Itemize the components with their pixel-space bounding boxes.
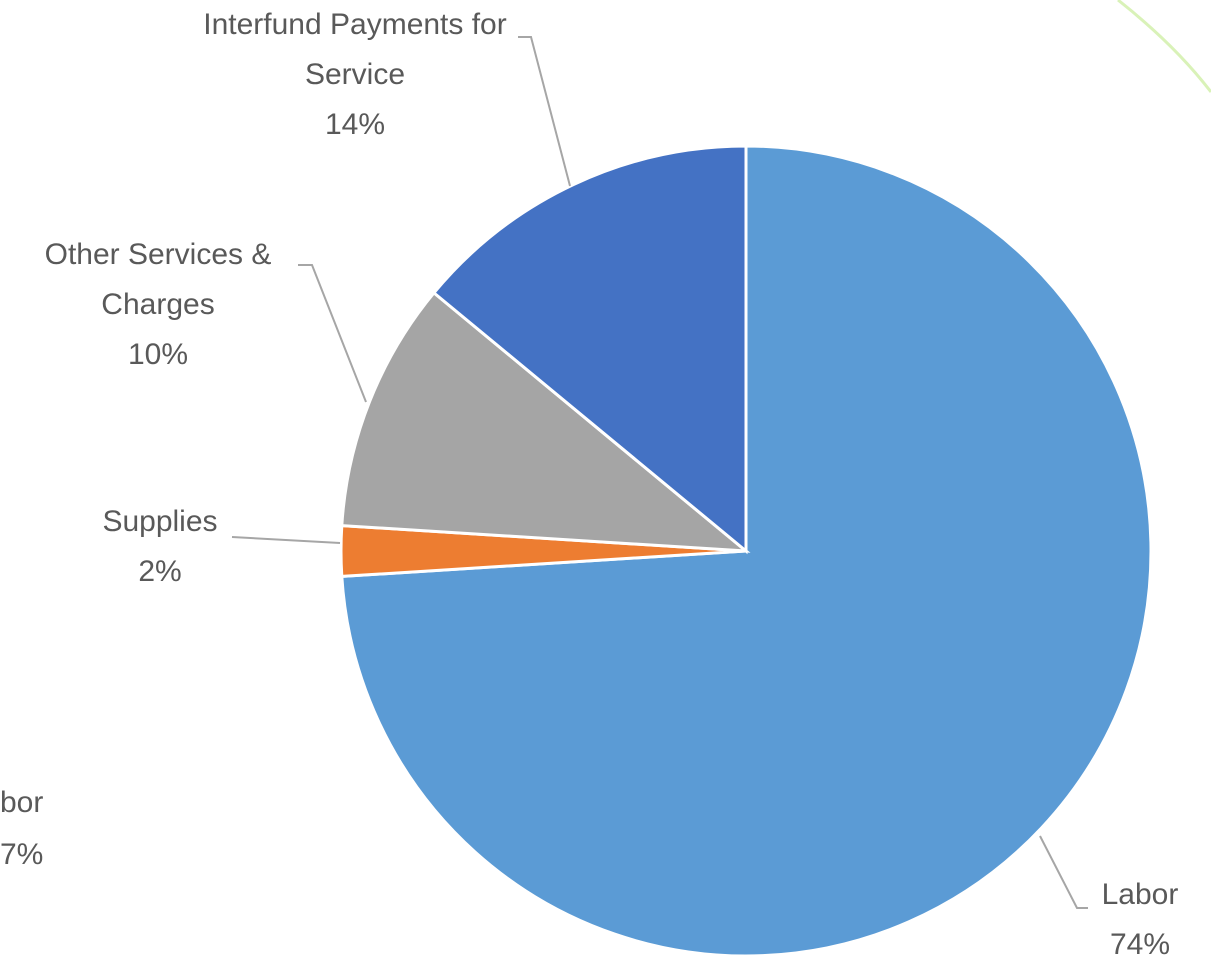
leader-lines [231,36,1088,909]
value-label: 10% [127,338,189,371]
category-label: Supplies [102,505,218,538]
pie-slice [431,144,748,555]
slice-label: Interfund Payments for Service 14% [180,0,530,150]
value-label: 74% [1109,928,1171,961]
leader-line [298,264,367,403]
category-label: Interfund Payments for Service [203,8,507,91]
pie-slice [340,290,751,553]
slice-label: Other Services & Charges 10% [8,230,308,380]
category-label: Other Services & Charges [44,238,272,321]
slice-label: Supplies 2% [60,497,260,597]
value-label: 2% [138,555,182,588]
clipped-label: 7% [0,838,44,871]
decorative-arc [1117,0,1211,93]
category-label: Labor [1101,878,1179,911]
clipped-label: bor [0,786,44,819]
slice-label: Labor 74% [1080,870,1200,962]
value-label: 14% [324,108,386,141]
leader-line [231,536,341,544]
leader-line [1039,835,1088,909]
leader-line [518,36,571,187]
pie [339,144,1153,958]
